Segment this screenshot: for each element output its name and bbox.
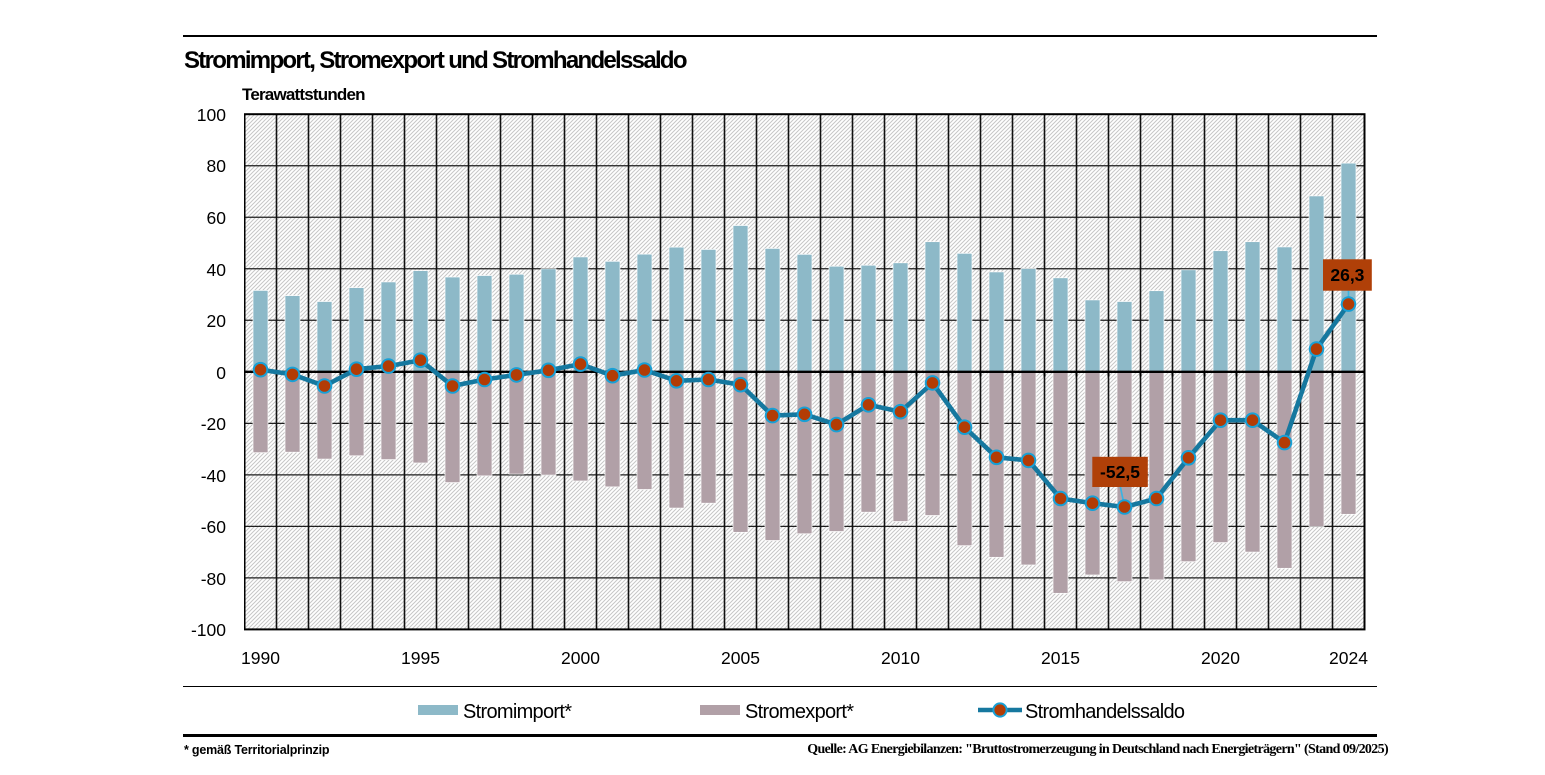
svg-text:-52,5: -52,5 (1100, 462, 1140, 482)
svg-text:26,3: 26,3 (1330, 265, 1364, 285)
